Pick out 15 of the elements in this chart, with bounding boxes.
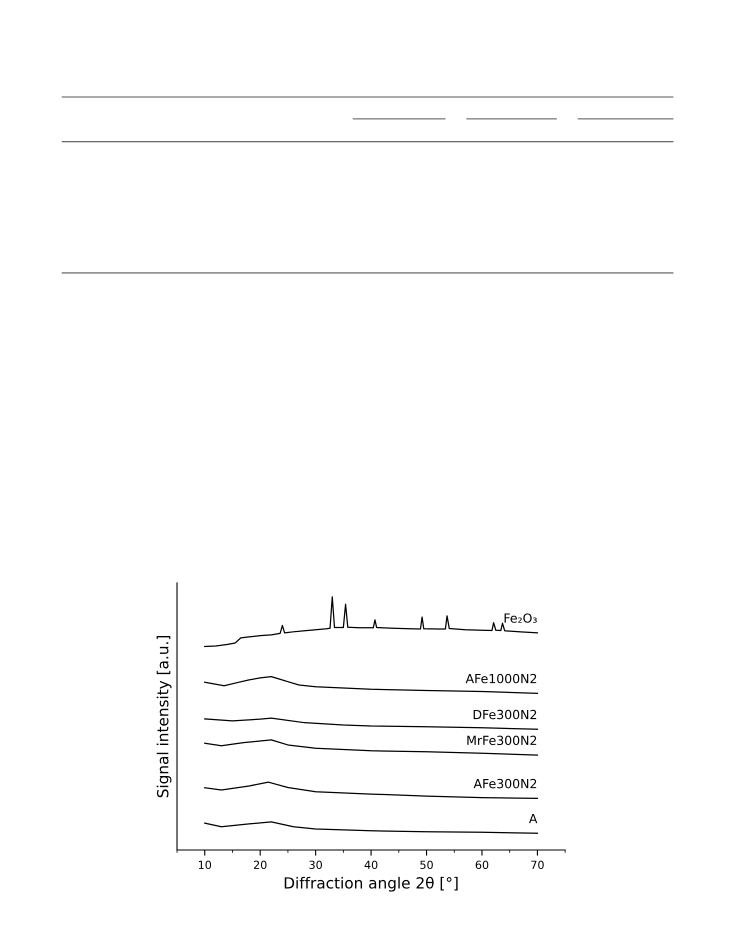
series-label: DFe300N2 — [474, 710, 536, 720]
x-tick-label: 70 — [531, 860, 544, 870]
x-axis-title: Diffraction angle 2θ [°] — [284, 876, 458, 892]
series-label: Fe₂O₃ — [504, 613, 537, 623]
series-label: MrFe300N2 — [467, 736, 536, 746]
series-label: AFe300N2 — [474, 778, 536, 788]
x-tick-label: 40 — [364, 860, 378, 870]
x-tick-label: 60 — [476, 860, 488, 870]
series-label: A — [528, 814, 538, 824]
x-tick-label: 30 — [309, 860, 322, 870]
x-tick-label: 20 — [254, 860, 267, 870]
x-tick-label: 50 — [420, 860, 433, 870]
series-label: AFe1000N2 — [466, 674, 536, 684]
x-tick-label: 10 — [198, 860, 212, 870]
y-axis-title: Signal intensity [a.u.] — [156, 636, 172, 798]
